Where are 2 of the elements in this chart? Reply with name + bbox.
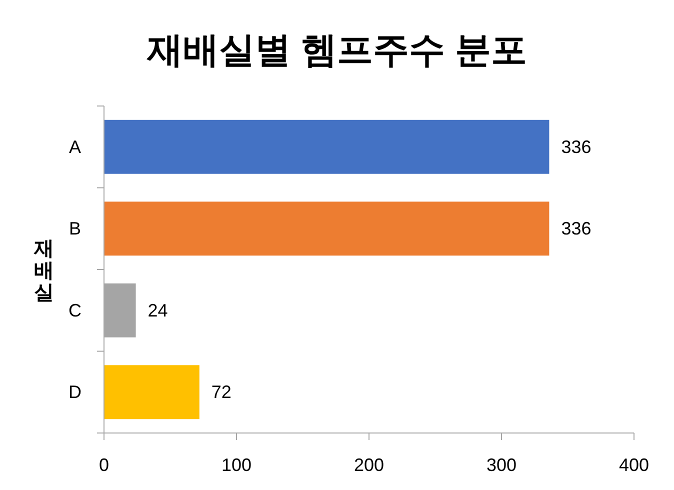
ylabel: 재배실 (34, 238, 54, 304)
title: 재배실별 헴프주수 분포 (147, 29, 527, 70)
